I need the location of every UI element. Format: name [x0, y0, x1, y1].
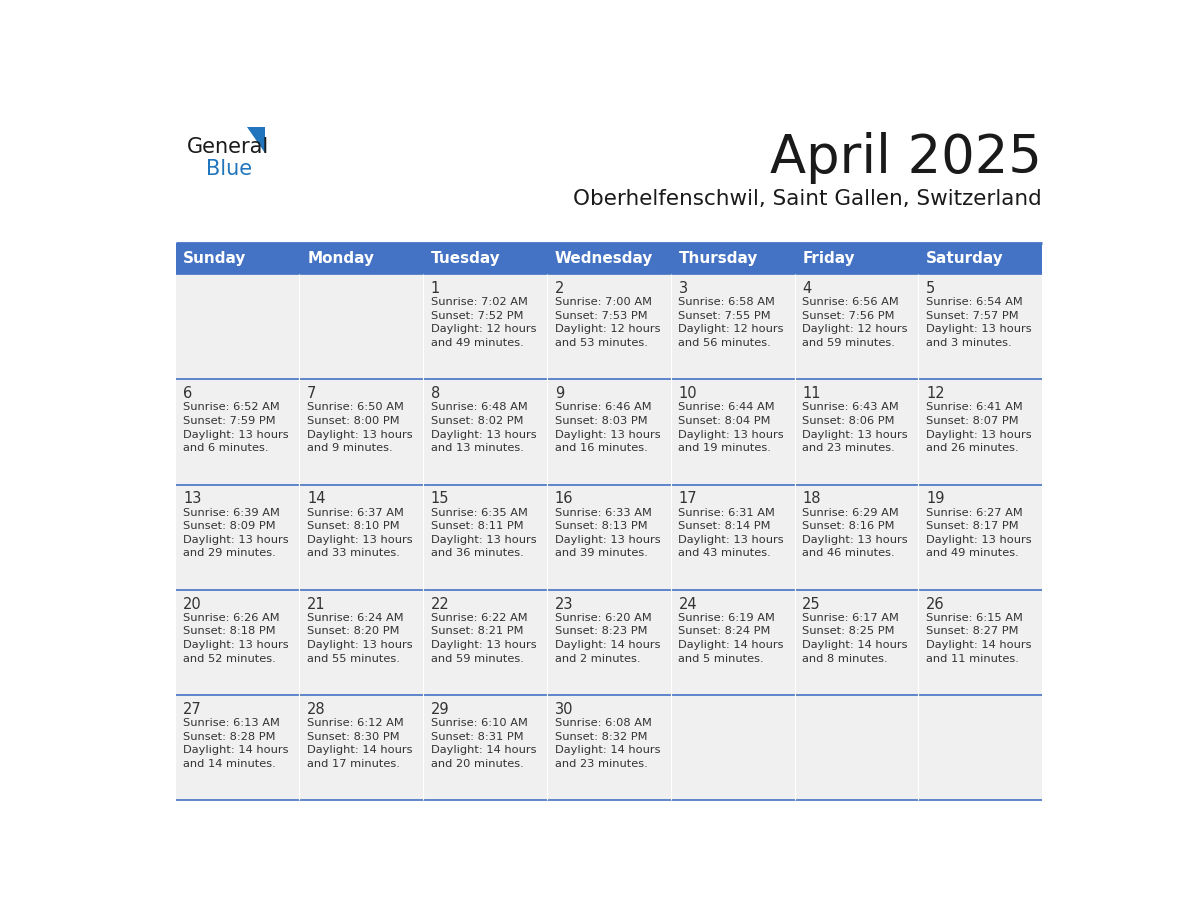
Text: 29: 29 [431, 702, 449, 717]
Text: Sunrise: 6:58 AM
Sunset: 7:55 PM
Daylight: 12 hours
and 56 minutes.: Sunrise: 6:58 AM Sunset: 7:55 PM Dayligh… [678, 297, 784, 348]
Text: 13: 13 [183, 491, 202, 507]
Text: 4: 4 [802, 281, 811, 297]
Text: Sunrise: 6:48 AM
Sunset: 8:02 PM
Daylight: 13 hours
and 13 minutes.: Sunrise: 6:48 AM Sunset: 8:02 PM Dayligh… [431, 402, 537, 453]
Text: Sunrise: 6:12 AM
Sunset: 8:30 PM
Daylight: 14 hours
and 17 minutes.: Sunrise: 6:12 AM Sunset: 8:30 PM Dayligh… [308, 718, 412, 768]
Polygon shape [247, 127, 265, 152]
Text: 18: 18 [802, 491, 821, 507]
Text: Sunrise: 6:56 AM
Sunset: 7:56 PM
Daylight: 12 hours
and 59 minutes.: Sunrise: 6:56 AM Sunset: 7:56 PM Dayligh… [802, 297, 908, 348]
Text: Sunrise: 6:15 AM
Sunset: 8:27 PM
Daylight: 14 hours
and 11 minutes.: Sunrise: 6:15 AM Sunset: 8:27 PM Dayligh… [927, 613, 1031, 664]
Text: Sunrise: 6:39 AM
Sunset: 8:09 PM
Daylight: 13 hours
and 29 minutes.: Sunrise: 6:39 AM Sunset: 8:09 PM Dayligh… [183, 508, 289, 558]
Text: Sunrise: 6:10 AM
Sunset: 8:31 PM
Daylight: 14 hours
and 20 minutes.: Sunrise: 6:10 AM Sunset: 8:31 PM Dayligh… [431, 718, 537, 768]
Text: Sunrise: 6:52 AM
Sunset: 7:59 PM
Daylight: 13 hours
and 6 minutes.: Sunrise: 6:52 AM Sunset: 7:59 PM Dayligh… [183, 402, 289, 453]
Text: Oberhelfenschwil, Saint Gallen, Switzerland: Oberhelfenschwil, Saint Gallen, Switzerl… [574, 189, 1042, 209]
Text: 19: 19 [927, 491, 944, 507]
Text: Sunrise: 6:22 AM
Sunset: 8:21 PM
Daylight: 13 hours
and 59 minutes.: Sunrise: 6:22 AM Sunset: 8:21 PM Dayligh… [431, 613, 537, 664]
Text: Wednesday: Wednesday [555, 252, 653, 266]
Text: 3: 3 [678, 281, 688, 297]
Text: Thursday: Thursday [678, 252, 758, 266]
Text: 20: 20 [183, 597, 202, 611]
Text: 6: 6 [183, 386, 192, 401]
Text: 1: 1 [431, 281, 441, 297]
Text: 30: 30 [555, 702, 574, 717]
Text: 21: 21 [308, 597, 326, 611]
Text: Sunrise: 6:43 AM
Sunset: 8:06 PM
Daylight: 13 hours
and 23 minutes.: Sunrise: 6:43 AM Sunset: 8:06 PM Dayligh… [802, 402, 908, 453]
Text: 8: 8 [431, 386, 441, 401]
Text: Sunrise: 6:33 AM
Sunset: 8:13 PM
Daylight: 13 hours
and 39 minutes.: Sunrise: 6:33 AM Sunset: 8:13 PM Dayligh… [555, 508, 661, 558]
Text: Sunrise: 6:17 AM
Sunset: 8:25 PM
Daylight: 14 hours
and 8 minutes.: Sunrise: 6:17 AM Sunset: 8:25 PM Dayligh… [802, 613, 908, 664]
Text: 15: 15 [431, 491, 449, 507]
Text: 16: 16 [555, 491, 574, 507]
Bar [546, 243, 671, 274]
Text: Monday: Monday [308, 252, 374, 266]
Text: April 2025: April 2025 [770, 131, 1042, 184]
Text: Sunrise: 6:13 AM
Sunset: 8:28 PM
Daylight: 14 hours
and 14 minutes.: Sunrise: 6:13 AM Sunset: 8:28 PM Dayligh… [183, 718, 289, 768]
Bar [423, 243, 546, 274]
Text: Sunrise: 6:24 AM
Sunset: 8:20 PM
Daylight: 13 hours
and 55 minutes.: Sunrise: 6:24 AM Sunset: 8:20 PM Dayligh… [308, 613, 412, 664]
Bar [176, 589, 1042, 695]
Text: 10: 10 [678, 386, 697, 401]
Bar [299, 243, 423, 274]
Text: Sunrise: 6:50 AM
Sunset: 8:00 PM
Daylight: 13 hours
and 9 minutes.: Sunrise: 6:50 AM Sunset: 8:00 PM Dayligh… [308, 402, 412, 453]
Text: Sunrise: 6:27 AM
Sunset: 8:17 PM
Daylight: 13 hours
and 49 minutes.: Sunrise: 6:27 AM Sunset: 8:17 PM Dayligh… [927, 508, 1031, 558]
Text: 22: 22 [431, 597, 450, 611]
Text: Sunrise: 6:46 AM
Sunset: 8:03 PM
Daylight: 13 hours
and 16 minutes.: Sunrise: 6:46 AM Sunset: 8:03 PM Dayligh… [555, 402, 661, 453]
Text: Sunrise: 6:41 AM
Sunset: 8:07 PM
Daylight: 13 hours
and 26 minutes.: Sunrise: 6:41 AM Sunset: 8:07 PM Dayligh… [927, 402, 1031, 453]
Text: 24: 24 [678, 597, 697, 611]
Text: Sunrise: 6:19 AM
Sunset: 8:24 PM
Daylight: 14 hours
and 5 minutes.: Sunrise: 6:19 AM Sunset: 8:24 PM Dayligh… [678, 613, 784, 664]
Text: Sunrise: 6:35 AM
Sunset: 8:11 PM
Daylight: 13 hours
and 36 minutes.: Sunrise: 6:35 AM Sunset: 8:11 PM Dayligh… [431, 508, 537, 558]
Text: 9: 9 [555, 386, 564, 401]
Bar [176, 243, 299, 274]
Text: 25: 25 [802, 597, 821, 611]
Text: Tuesday: Tuesday [431, 252, 500, 266]
Text: Sunrise: 7:02 AM
Sunset: 7:52 PM
Daylight: 12 hours
and 49 minutes.: Sunrise: 7:02 AM Sunset: 7:52 PM Dayligh… [431, 297, 537, 348]
Text: Sunrise: 7:00 AM
Sunset: 7:53 PM
Daylight: 12 hours
and 53 minutes.: Sunrise: 7:00 AM Sunset: 7:53 PM Dayligh… [555, 297, 661, 348]
Text: 11: 11 [802, 386, 821, 401]
Bar [176, 695, 1042, 800]
Text: 12: 12 [927, 386, 944, 401]
Text: 2: 2 [555, 281, 564, 297]
Text: Friday: Friday [802, 252, 855, 266]
Text: Sunrise: 6:20 AM
Sunset: 8:23 PM
Daylight: 14 hours
and 2 minutes.: Sunrise: 6:20 AM Sunset: 8:23 PM Dayligh… [555, 613, 661, 664]
Text: Sunrise: 6:44 AM
Sunset: 8:04 PM
Daylight: 13 hours
and 19 minutes.: Sunrise: 6:44 AM Sunset: 8:04 PM Dayligh… [678, 402, 784, 453]
Text: Saturday: Saturday [927, 252, 1004, 266]
Text: Blue: Blue [206, 159, 252, 179]
Text: 26: 26 [927, 597, 944, 611]
Text: 23: 23 [555, 597, 574, 611]
Text: 17: 17 [678, 491, 697, 507]
Text: 27: 27 [183, 702, 202, 717]
Text: Sunday: Sunday [183, 252, 247, 266]
Text: Sunrise: 6:37 AM
Sunset: 8:10 PM
Daylight: 13 hours
and 33 minutes.: Sunrise: 6:37 AM Sunset: 8:10 PM Dayligh… [308, 508, 412, 558]
Bar [918, 243, 1042, 274]
Bar [795, 243, 918, 274]
Text: Sunrise: 6:54 AM
Sunset: 7:57 PM
Daylight: 13 hours
and 3 minutes.: Sunrise: 6:54 AM Sunset: 7:57 PM Dayligh… [927, 297, 1031, 348]
Text: 5: 5 [927, 281, 935, 297]
Text: 28: 28 [308, 702, 326, 717]
Bar [176, 274, 1042, 379]
Text: Sunrise: 6:08 AM
Sunset: 8:32 PM
Daylight: 14 hours
and 23 minutes.: Sunrise: 6:08 AM Sunset: 8:32 PM Dayligh… [555, 718, 661, 768]
Text: General: General [188, 138, 270, 157]
Bar [671, 243, 795, 274]
Text: 7: 7 [308, 386, 316, 401]
Text: Sunrise: 6:31 AM
Sunset: 8:14 PM
Daylight: 13 hours
and 43 minutes.: Sunrise: 6:31 AM Sunset: 8:14 PM Dayligh… [678, 508, 784, 558]
Text: Sunrise: 6:26 AM
Sunset: 8:18 PM
Daylight: 13 hours
and 52 minutes.: Sunrise: 6:26 AM Sunset: 8:18 PM Dayligh… [183, 613, 289, 664]
Text: 14: 14 [308, 491, 326, 507]
Text: Sunrise: 6:29 AM
Sunset: 8:16 PM
Daylight: 13 hours
and 46 minutes.: Sunrise: 6:29 AM Sunset: 8:16 PM Dayligh… [802, 508, 908, 558]
Bar [176, 485, 1042, 589]
Bar [176, 379, 1042, 485]
